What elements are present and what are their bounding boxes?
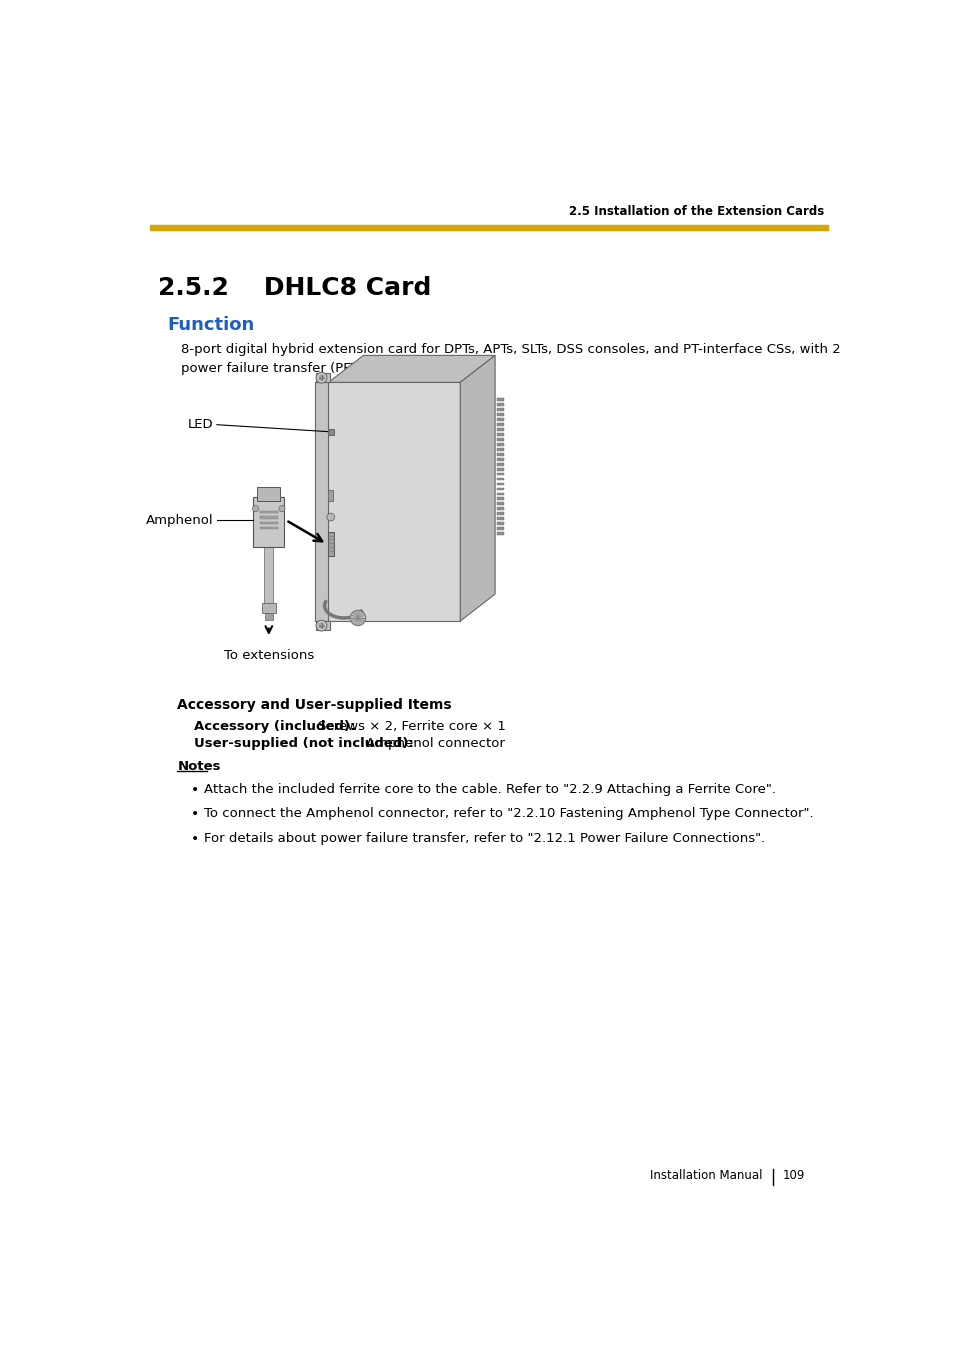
Text: Attach the included ferrite core to the cable. Refer to "2.2.9 Attaching a Ferri: Attach the included ferrite core to the … [204, 782, 776, 796]
Bar [497, 503, 504, 505]
Text: For details about power failure transfer, refer to "2.12.1 Power Failure Connect: For details about power failure transfer… [204, 832, 765, 844]
Bar [497, 508, 504, 511]
Text: User-supplied (not included):: User-supplied (not included): [193, 736, 413, 750]
Polygon shape [328, 382, 459, 621]
Bar [257, 488, 280, 501]
Text: LED: LED [187, 419, 213, 431]
Bar [497, 478, 504, 481]
Bar [497, 419, 504, 422]
Bar [264, 547, 274, 609]
Text: Notes: Notes [177, 759, 221, 773]
Bar [497, 434, 504, 436]
Text: Screws × 2, Ferrite core × 1: Screws × 2, Ferrite core × 1 [317, 720, 505, 732]
Bar [253, 497, 284, 547]
Bar [497, 527, 504, 530]
Text: •: • [191, 808, 199, 821]
Bar [497, 404, 504, 407]
Polygon shape [315, 621, 330, 631]
Text: •: • [191, 832, 199, 846]
Bar [497, 423, 504, 426]
Bar [328, 490, 333, 501]
Bar [497, 473, 504, 476]
Bar [261, 604, 275, 612]
Circle shape [315, 620, 327, 631]
Bar [497, 428, 504, 431]
Bar [328, 428, 334, 435]
Text: To connect the Amphenol connector, refer to "2.2.10 Fastening Amphenol Type Conn: To connect the Amphenol connector, refer… [204, 808, 813, 820]
Polygon shape [315, 373, 330, 382]
Bar [497, 488, 504, 490]
Bar [497, 449, 504, 451]
Circle shape [319, 623, 323, 628]
Bar [497, 523, 504, 526]
Text: Amphenol connector: Amphenol connector [365, 736, 504, 750]
Bar [497, 482, 504, 485]
Bar [497, 413, 504, 416]
Text: To extensions: To extensions [223, 648, 314, 662]
Circle shape [319, 376, 323, 380]
Bar [328, 532, 334, 555]
Circle shape [253, 505, 258, 512]
Bar [497, 467, 504, 470]
Bar [259, 527, 278, 530]
Text: Accessory and User-supplied Items: Accessory and User-supplied Items [177, 698, 452, 712]
Bar [497, 453, 504, 455]
Polygon shape [314, 382, 328, 621]
Bar [259, 521, 278, 524]
Text: Installation Manual: Installation Manual [649, 1169, 761, 1182]
Bar [259, 511, 278, 513]
Bar [265, 612, 273, 620]
Bar [497, 497, 504, 500]
Text: •: • [191, 782, 199, 797]
Text: Function: Function [167, 316, 254, 334]
Bar [497, 532, 504, 535]
Circle shape [350, 611, 365, 626]
Bar [497, 463, 504, 466]
Circle shape [315, 373, 327, 384]
Bar [150, 226, 827, 230]
Text: 8-port digital hybrid extension card for DPTs, APTs, SLTs, DSS consoles, and PT-: 8-port digital hybrid extension card for… [181, 343, 841, 376]
Circle shape [278, 505, 285, 512]
Bar [497, 399, 504, 401]
Circle shape [327, 513, 335, 521]
Bar [497, 408, 504, 411]
Bar [497, 517, 504, 520]
Bar [259, 516, 278, 519]
Polygon shape [328, 355, 495, 382]
Text: 2.5.2    DHLC8 Card: 2.5.2 DHLC8 Card [158, 276, 431, 300]
Bar [497, 458, 504, 461]
Bar [497, 493, 504, 496]
Polygon shape [459, 355, 495, 621]
Bar [497, 443, 504, 446]
Bar [497, 438, 504, 440]
Text: 2.5 Installation of the Extension Cards: 2.5 Installation of the Extension Cards [569, 204, 823, 218]
Text: 109: 109 [781, 1169, 804, 1182]
Bar [497, 512, 504, 515]
Text: Amphenol: Amphenol [145, 513, 213, 527]
Text: Accessory (included):: Accessory (included): [193, 720, 355, 732]
